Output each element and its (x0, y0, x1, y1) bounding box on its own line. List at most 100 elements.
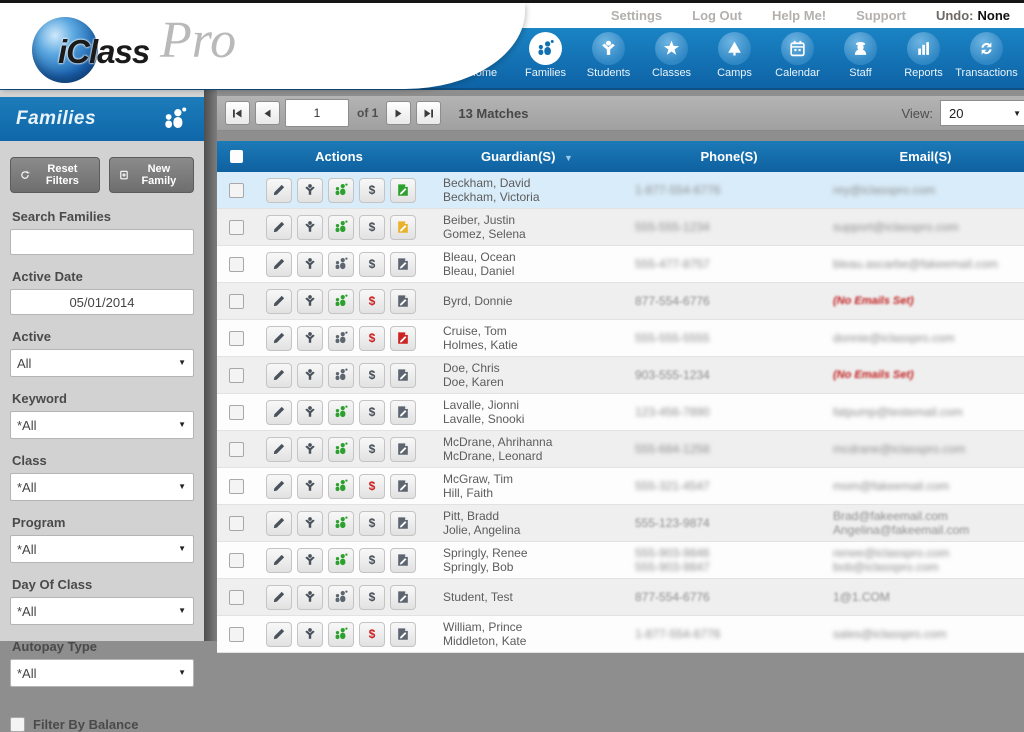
students-button[interactable] (297, 547, 323, 573)
support-link[interactable]: Support (856, 8, 906, 23)
new-family-button[interactable]: New Family (108, 157, 194, 193)
nav-item-calendar[interactable]: Calendar (766, 32, 829, 79)
notes-button[interactable] (390, 177, 416, 203)
first-page-button[interactable] (225, 101, 250, 125)
students-button[interactable] (297, 510, 323, 536)
students-button[interactable] (297, 214, 323, 240)
autopay-type-select[interactable]: *All ▼ (10, 659, 194, 687)
next-page-button[interactable] (386, 101, 412, 125)
notes-button[interactable] (390, 214, 416, 240)
notes-button[interactable] (390, 325, 416, 351)
family-members-button[interactable] (328, 362, 354, 388)
active-date-input[interactable] (10, 289, 194, 315)
filter-by-balance-checkbox[interactable] (10, 717, 25, 732)
nav-item-camps[interactable]: Camps (703, 32, 766, 79)
reset-filters-button[interactable]: Reset Filters (10, 157, 100, 193)
row-checkbox[interactable] (228, 256, 244, 272)
page-number-input[interactable] (285, 99, 349, 127)
guardian-column-header[interactable]: Guardian(S) ▼ (481, 149, 573, 164)
edit-family-button[interactable] (266, 621, 292, 647)
program-select[interactable]: *All ▼ (10, 535, 194, 563)
prev-page-button[interactable] (255, 101, 280, 125)
family-members-button[interactable] (328, 214, 354, 240)
ledger-button[interactable]: $ (359, 547, 385, 573)
row-checkbox[interactable] (228, 441, 244, 457)
family-members-button[interactable] (328, 288, 354, 314)
edit-family-button[interactable] (266, 547, 292, 573)
ledger-button[interactable]: $ (359, 362, 385, 388)
ledger-button[interactable]: $ (359, 473, 385, 499)
family-members-button[interactable] (328, 399, 354, 425)
nav-item-reports[interactable]: Reports (892, 32, 955, 79)
edit-family-button[interactable] (266, 214, 292, 240)
ledger-button[interactable]: $ (359, 399, 385, 425)
settings-link[interactable]: Settings (610, 8, 663, 23)
help-link[interactable]: Help Me! (771, 8, 827, 23)
ledger-button[interactable]: $ (359, 177, 385, 203)
row-checkbox[interactable] (228, 626, 244, 642)
notes-button[interactable] (390, 584, 416, 610)
students-button[interactable] (297, 325, 323, 351)
students-button[interactable] (297, 251, 323, 277)
ledger-button[interactable]: $ (359, 251, 385, 277)
ledger-button[interactable]: $ (359, 621, 385, 647)
students-button[interactable] (297, 473, 323, 499)
select-all-checkbox[interactable] (229, 150, 243, 163)
class-select[interactable]: *All ▼ (10, 473, 194, 501)
edit-family-button[interactable] (266, 473, 292, 499)
edit-family-button[interactable] (266, 510, 292, 536)
edit-family-button[interactable] (266, 325, 292, 351)
nav-item-classes[interactable]: Classes (640, 32, 703, 79)
notes-button[interactable] (390, 436, 416, 462)
edit-family-button[interactable] (266, 436, 292, 462)
students-button[interactable] (297, 288, 323, 314)
family-members-button[interactable] (328, 473, 354, 499)
last-page-button[interactable] (416, 101, 442, 125)
row-checkbox[interactable] (228, 589, 244, 605)
family-members-button[interactable] (328, 177, 354, 203)
row-checkbox[interactable] (228, 367, 244, 383)
notes-button[interactable] (390, 510, 416, 536)
ledger-button[interactable]: $ (359, 214, 385, 240)
notes-button[interactable] (390, 399, 416, 425)
logout-link[interactable]: Log Out (692, 8, 742, 23)
edit-family-button[interactable] (266, 362, 292, 388)
students-button[interactable] (297, 621, 323, 647)
row-checkbox[interactable] (228, 552, 244, 568)
edit-family-button[interactable] (266, 177, 292, 203)
row-checkbox[interactable] (228, 293, 244, 309)
ledger-button[interactable]: $ (359, 325, 385, 351)
students-button[interactable] (297, 584, 323, 610)
app-logo[interactable]: iClass Pro (18, 9, 278, 87)
notes-button[interactable] (390, 362, 416, 388)
edit-family-button[interactable] (266, 584, 292, 610)
active-select[interactable]: All ▼ (10, 349, 194, 377)
day-of-class-select[interactable]: *All ▼ (10, 597, 194, 625)
nav-item-staff[interactable]: Staff (829, 32, 892, 79)
view-count-select[interactable]: 20 ▼ (940, 100, 1024, 126)
nav-item-transactions[interactable]: Transactions (955, 32, 1018, 79)
edit-family-button[interactable] (266, 399, 292, 425)
family-members-button[interactable] (328, 436, 354, 462)
keyword-select[interactable]: *All ▼ (10, 411, 194, 439)
ledger-button[interactable]: $ (359, 584, 385, 610)
family-members-button[interactable] (328, 510, 354, 536)
notes-button[interactable] (390, 288, 416, 314)
row-checkbox[interactable] (228, 330, 244, 346)
students-button[interactable] (297, 436, 323, 462)
notes-button[interactable] (390, 621, 416, 647)
search-families-input[interactable] (10, 229, 194, 255)
ledger-button[interactable]: $ (359, 510, 385, 536)
notes-button[interactable] (390, 547, 416, 573)
notes-button[interactable] (390, 251, 416, 277)
family-members-button[interactable] (328, 325, 354, 351)
row-checkbox[interactable] (228, 219, 244, 235)
ledger-button[interactable]: $ (359, 288, 385, 314)
students-button[interactable] (297, 177, 323, 203)
family-members-button[interactable] (328, 584, 354, 610)
family-members-button[interactable] (328, 251, 354, 277)
ledger-button[interactable]: $ (359, 436, 385, 462)
edit-family-button[interactable] (266, 251, 292, 277)
nav-item-students[interactable]: Students (577, 32, 640, 79)
family-members-button[interactable] (328, 621, 354, 647)
